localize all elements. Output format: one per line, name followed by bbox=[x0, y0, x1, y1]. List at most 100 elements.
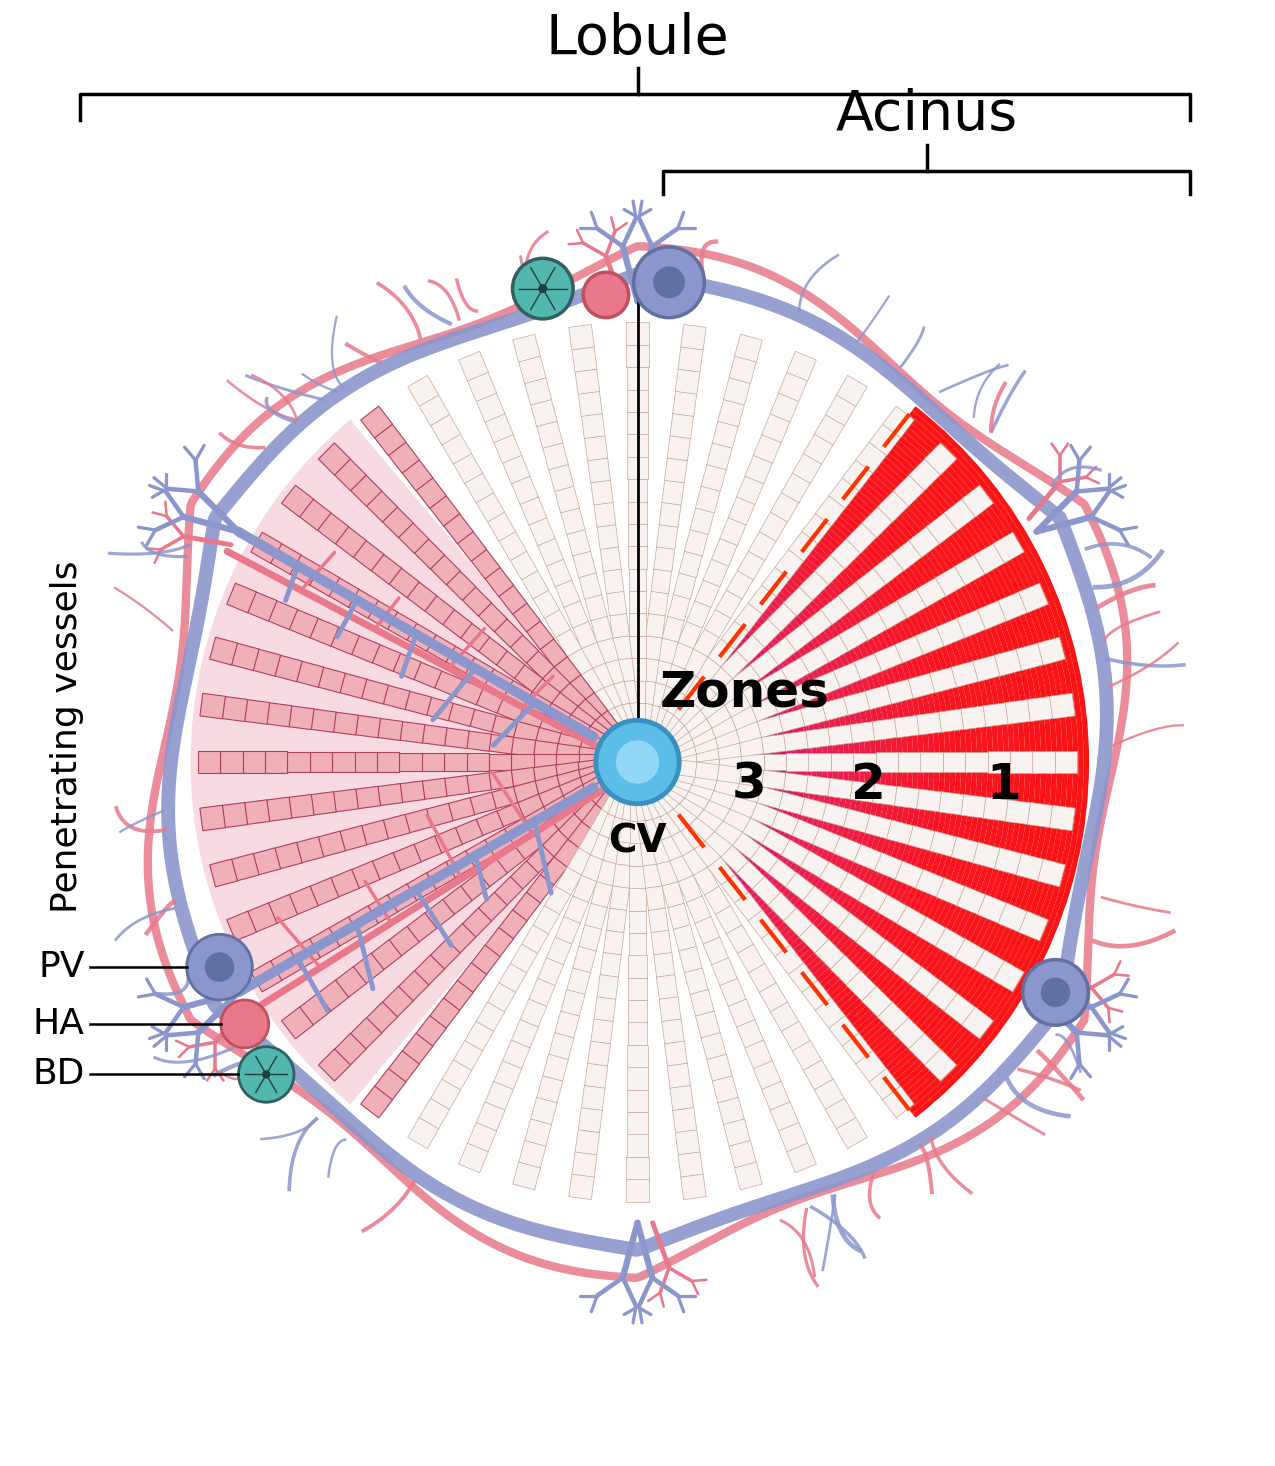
Polygon shape bbox=[588, 1041, 611, 1066]
Polygon shape bbox=[530, 399, 557, 427]
Polygon shape bbox=[660, 809, 685, 837]
Polygon shape bbox=[572, 346, 597, 372]
Polygon shape bbox=[366, 491, 398, 522]
Polygon shape bbox=[657, 638, 678, 664]
Polygon shape bbox=[830, 954, 861, 985]
Wedge shape bbox=[676, 708, 705, 815]
Polygon shape bbox=[792, 819, 820, 844]
Polygon shape bbox=[579, 925, 602, 951]
Polygon shape bbox=[815, 496, 845, 526]
Polygon shape bbox=[778, 372, 807, 402]
Polygon shape bbox=[748, 963, 776, 992]
Polygon shape bbox=[658, 715, 685, 742]
Polygon shape bbox=[678, 875, 703, 903]
Polygon shape bbox=[542, 830, 570, 858]
Polygon shape bbox=[543, 443, 569, 469]
Polygon shape bbox=[319, 1050, 351, 1080]
Polygon shape bbox=[955, 556, 986, 585]
Polygon shape bbox=[613, 636, 632, 660]
Polygon shape bbox=[556, 754, 579, 770]
Text: Penetrating vessels: Penetrating vessels bbox=[50, 560, 84, 913]
Polygon shape bbox=[629, 569, 646, 591]
Polygon shape bbox=[221, 751, 242, 773]
Polygon shape bbox=[310, 928, 339, 957]
Polygon shape bbox=[620, 680, 638, 705]
Polygon shape bbox=[581, 803, 608, 831]
Polygon shape bbox=[572, 947, 597, 973]
Wedge shape bbox=[673, 712, 700, 811]
Polygon shape bbox=[520, 497, 547, 525]
Polygon shape bbox=[961, 707, 986, 730]
Polygon shape bbox=[629, 591, 646, 613]
Polygon shape bbox=[251, 960, 282, 992]
Wedge shape bbox=[774, 582, 866, 941]
Polygon shape bbox=[752, 619, 780, 648]
Wedge shape bbox=[817, 528, 935, 995]
Polygon shape bbox=[659, 503, 681, 528]
Polygon shape bbox=[361, 679, 389, 704]
Wedge shape bbox=[709, 667, 759, 858]
Polygon shape bbox=[1019, 912, 1048, 941]
Polygon shape bbox=[491, 715, 518, 737]
Polygon shape bbox=[339, 673, 367, 698]
Polygon shape bbox=[877, 894, 907, 924]
Polygon shape bbox=[812, 827, 840, 853]
Polygon shape bbox=[444, 513, 473, 544]
Polygon shape bbox=[648, 591, 668, 616]
Polygon shape bbox=[682, 648, 708, 676]
Wedge shape bbox=[899, 424, 1067, 1101]
Polygon shape bbox=[825, 1098, 856, 1129]
Polygon shape bbox=[717, 740, 742, 759]
Polygon shape bbox=[287, 752, 310, 773]
Polygon shape bbox=[785, 754, 808, 771]
Wedge shape bbox=[692, 688, 732, 837]
Polygon shape bbox=[662, 1019, 685, 1044]
Polygon shape bbox=[664, 457, 687, 482]
Polygon shape bbox=[785, 872, 815, 900]
Polygon shape bbox=[695, 916, 720, 944]
Wedge shape bbox=[688, 692, 727, 833]
Polygon shape bbox=[458, 531, 487, 561]
Polygon shape bbox=[497, 802, 524, 827]
Polygon shape bbox=[864, 685, 892, 710]
Polygon shape bbox=[1028, 696, 1053, 721]
Polygon shape bbox=[495, 877, 523, 905]
Polygon shape bbox=[532, 679, 560, 705]
Polygon shape bbox=[556, 743, 580, 762]
Wedge shape bbox=[801, 548, 908, 975]
Polygon shape bbox=[198, 751, 221, 774]
Polygon shape bbox=[311, 710, 337, 733]
Polygon shape bbox=[875, 645, 903, 671]
Polygon shape bbox=[626, 366, 649, 390]
Polygon shape bbox=[850, 781, 875, 802]
Polygon shape bbox=[289, 795, 314, 818]
Polygon shape bbox=[854, 654, 882, 680]
Polygon shape bbox=[988, 752, 1010, 773]
Polygon shape bbox=[993, 960, 1024, 992]
Circle shape bbox=[538, 284, 547, 293]
Wedge shape bbox=[870, 460, 1020, 1063]
Polygon shape bbox=[317, 513, 348, 544]
Polygon shape bbox=[732, 833, 761, 859]
Polygon shape bbox=[654, 786, 680, 814]
Polygon shape bbox=[870, 424, 900, 456]
Polygon shape bbox=[389, 927, 419, 956]
Polygon shape bbox=[533, 754, 556, 770]
Polygon shape bbox=[961, 795, 986, 818]
Polygon shape bbox=[645, 682, 666, 707]
Polygon shape bbox=[671, 668, 696, 695]
Polygon shape bbox=[431, 415, 460, 446]
Polygon shape bbox=[742, 818, 770, 844]
Polygon shape bbox=[792, 1041, 822, 1070]
Polygon shape bbox=[603, 839, 625, 865]
Polygon shape bbox=[1028, 802, 1053, 827]
Polygon shape bbox=[668, 903, 690, 929]
Polygon shape bbox=[422, 754, 444, 771]
Polygon shape bbox=[695, 762, 719, 780]
Wedge shape bbox=[784, 570, 881, 954]
Polygon shape bbox=[674, 755, 697, 770]
Wedge shape bbox=[782, 575, 876, 950]
Polygon shape bbox=[688, 777, 717, 800]
Polygon shape bbox=[289, 610, 319, 638]
Polygon shape bbox=[664, 1041, 687, 1066]
